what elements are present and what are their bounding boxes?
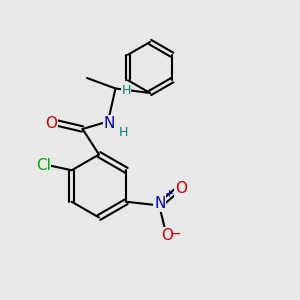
Text: O: O bbox=[46, 116, 58, 130]
Text: H: H bbox=[118, 125, 128, 139]
Text: −: − bbox=[170, 227, 182, 241]
Text: O: O bbox=[175, 181, 187, 196]
Text: H: H bbox=[121, 83, 131, 97]
Text: N: N bbox=[154, 196, 166, 211]
Text: Cl: Cl bbox=[36, 158, 51, 173]
Text: +: + bbox=[165, 189, 175, 199]
Text: N: N bbox=[104, 116, 115, 130]
Text: O: O bbox=[161, 228, 173, 243]
